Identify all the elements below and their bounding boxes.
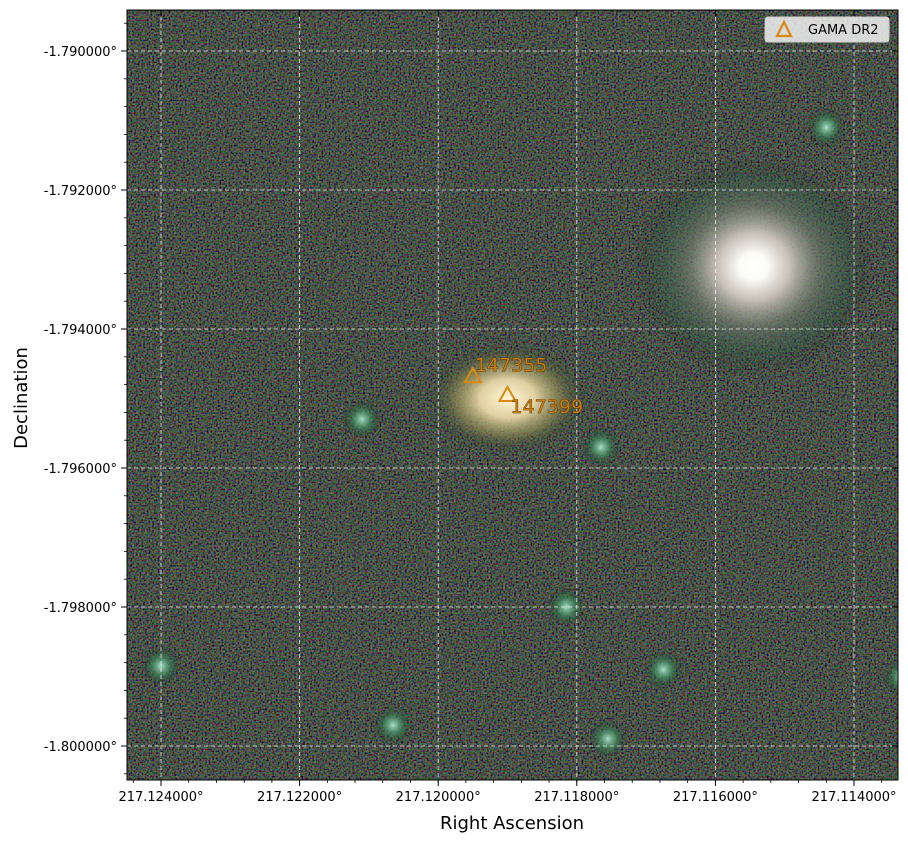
source-markers: 147355 147399 bbox=[463, 354, 584, 418]
x-axis-title: Right Ascension bbox=[440, 813, 584, 834]
x-tick-label-4: 217.116000° bbox=[673, 790, 758, 805]
y-tick-label-2: -1.794000° bbox=[44, 323, 117, 338]
y-tick-label-4: -1.798000° bbox=[44, 601, 117, 616]
x-tick-label-3: 217.118000° bbox=[534, 790, 619, 805]
y-axis-title: Declination bbox=[11, 347, 32, 449]
sky-objects bbox=[141, 107, 898, 760]
faint-source-9 bbox=[643, 649, 684, 690]
faint-source-2 bbox=[341, 399, 382, 440]
x-tick-label-1: 217.122000° bbox=[257, 790, 342, 805]
legend-box bbox=[764, 16, 890, 43]
source-marker-147399 bbox=[497, 385, 518, 403]
axis-ticks bbox=[121, 10, 898, 786]
coordinate-grid bbox=[127, 10, 898, 780]
y-tick-label-5: -1.800000° bbox=[44, 740, 117, 755]
faint-source-7 bbox=[373, 705, 414, 746]
triangle-icon bbox=[775, 19, 793, 38]
axis-tick-labels: 217.124000° 217.122000° 217.120000° 217.118… bbox=[44, 45, 897, 805]
plot-frame bbox=[126, 9, 899, 781]
x-tick-label-5: 217.114000° bbox=[811, 790, 896, 805]
faint-source-8 bbox=[587, 719, 628, 760]
source-label-147399: 147399 bbox=[511, 396, 584, 418]
legend-label: GAMA DR2 bbox=[808, 23, 879, 38]
faint-source-3 bbox=[581, 427, 622, 468]
faint-source-4 bbox=[141, 646, 181, 687]
y-tick-label-0: -1.790000° bbox=[44, 45, 117, 60]
source-label-147355: 147355 bbox=[475, 354, 548, 376]
x-tick-label-2: 217.120000° bbox=[396, 790, 481, 805]
faint-source-6 bbox=[546, 587, 587, 627]
galaxy-1 bbox=[427, 343, 588, 454]
source-marker-147355 bbox=[463, 366, 483, 384]
legend: GAMA DR2 bbox=[764, 16, 890, 43]
x-tick-label-0: 217.124000° bbox=[118, 790, 203, 805]
faint-source-10 bbox=[806, 107, 847, 148]
faint-source-5 bbox=[882, 657, 898, 696]
y-tick-label-1: -1.792000° bbox=[44, 184, 117, 199]
y-tick-label-3: -1.796000° bbox=[44, 462, 117, 477]
bright-star-0 bbox=[633, 156, 874, 377]
